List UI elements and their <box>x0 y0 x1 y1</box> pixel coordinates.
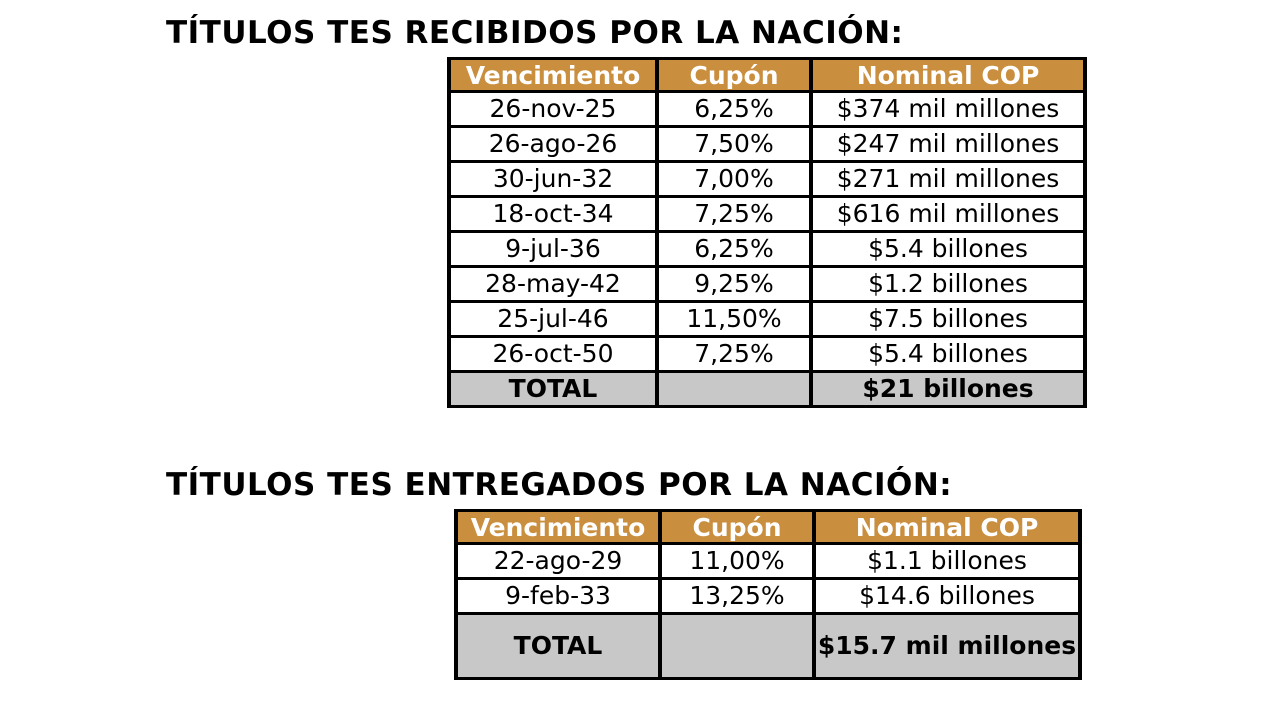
total-nominal: $21 billones <box>813 373 1083 405</box>
total-label: TOTAL <box>451 373 655 405</box>
cell-nominal: $374 mil millones <box>813 93 1083 125</box>
table-row: 22-ago-29 11,00% $1.1 billones <box>458 545 1078 577</box>
table-row: 9-feb-33 13,25% $14.6 billones <box>458 580 1078 612</box>
cell-cupon: 7,25% <box>659 338 809 370</box>
cell-nominal: $616 mil millones <box>813 198 1083 230</box>
header-row: Vencimiento Cupón Nominal COP <box>451 60 1083 90</box>
cell-cupon: 6,25% <box>659 233 809 265</box>
header-row: Vencimiento Cupón Nominal COP <box>458 512 1078 542</box>
cell-nominal: $5.4 billones <box>813 338 1083 370</box>
table-recibidos: Vencimiento Cupón Nominal COP 26-nov-25 … <box>447 57 1087 408</box>
column-header-nominal: Nominal COP <box>813 60 1083 90</box>
cell-cupon: 7,25% <box>659 198 809 230</box>
column-header-nominal: Nominal COP <box>816 512 1078 542</box>
cell-vencimiento: 28-may-42 <box>451 268 655 300</box>
total-cupon <box>662 615 812 677</box>
total-label: TOTAL <box>458 615 658 677</box>
cell-nominal: $7.5 billones <box>813 303 1083 335</box>
cell-nominal: $271 mil millones <box>813 163 1083 195</box>
cell-nominal: $5.4 billones <box>813 233 1083 265</box>
cell-nominal: $1.1 billones <box>816 545 1078 577</box>
cell-cupon: 9,25% <box>659 268 809 300</box>
table-row: 26-oct-50 7,25% $5.4 billones <box>451 338 1083 370</box>
cell-cupon: 11,00% <box>662 545 812 577</box>
cell-nominal: $1.2 billones <box>813 268 1083 300</box>
cell-vencimiento: 9-feb-33 <box>458 580 658 612</box>
table-row: 9-jul-36 6,25% $5.4 billones <box>451 233 1083 265</box>
total-row: TOTAL $15.7 mil millones <box>458 615 1078 677</box>
cell-cupon: 6,25% <box>659 93 809 125</box>
table-row: 30-jun-32 7,00% $271 mil millones <box>451 163 1083 195</box>
total-cupon <box>659 373 809 405</box>
table-row: 26-nov-25 6,25% $374 mil millones <box>451 93 1083 125</box>
cell-vencimiento: 26-oct-50 <box>451 338 655 370</box>
cell-vencimiento: 9-jul-36 <box>451 233 655 265</box>
heading-entregados: TÍTULOS TES ENTREGADOS POR LA NACIÓN: <box>166 467 953 503</box>
cell-nominal: $14.6 billones <box>816 580 1078 612</box>
cell-vencimiento: 18-oct-34 <box>451 198 655 230</box>
cell-vencimiento: 26-nov-25 <box>451 93 655 125</box>
table-entregados: Vencimiento Cupón Nominal COP 22-ago-29 … <box>454 509 1082 680</box>
cell-cupon: 11,50% <box>659 303 809 335</box>
heading-recibidos: TÍTULOS TES RECIBIDOS POR LA NACIÓN: <box>166 15 904 51</box>
column-header-cupon: Cupón <box>659 60 809 90</box>
column-header-vencimiento: Vencimiento <box>458 512 658 542</box>
cell-cupon: 7,00% <box>659 163 809 195</box>
total-row: TOTAL $21 billones <box>451 373 1083 405</box>
cell-vencimiento: 22-ago-29 <box>458 545 658 577</box>
total-nominal: $15.7 mil millones <box>816 615 1078 677</box>
cell-cupon: 13,25% <box>662 580 812 612</box>
cell-cupon: 7,50% <box>659 128 809 160</box>
table-row: 25-jul-46 11,50% $7.5 billones <box>451 303 1083 335</box>
column-header-vencimiento: Vencimiento <box>451 60 655 90</box>
table-row: 18-oct-34 7,25% $616 mil millones <box>451 198 1083 230</box>
cell-nominal: $247 mil millones <box>813 128 1083 160</box>
table-row: 28-may-42 9,25% $1.2 billones <box>451 268 1083 300</box>
cell-vencimiento: 25-jul-46 <box>451 303 655 335</box>
cell-vencimiento: 26-ago-26 <box>451 128 655 160</box>
table-row: 26-ago-26 7,50% $247 mil millones <box>451 128 1083 160</box>
cell-vencimiento: 30-jun-32 <box>451 163 655 195</box>
column-header-cupon: Cupón <box>662 512 812 542</box>
